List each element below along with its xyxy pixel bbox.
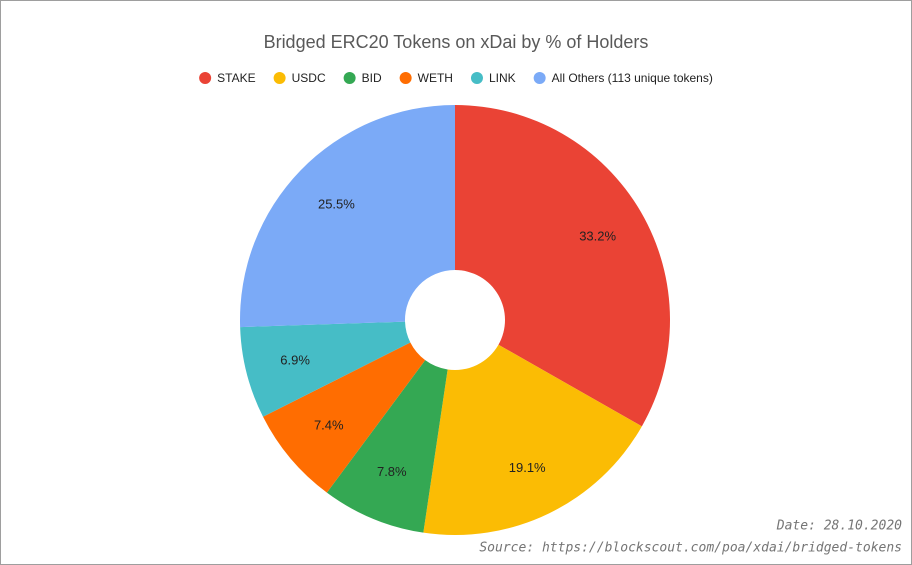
legend-label: LINK	[489, 71, 516, 85]
legend-label: USDC	[292, 71, 326, 85]
slice	[263, 342, 426, 493]
legend-marker	[399, 72, 412, 84]
legend-label: WETH	[418, 71, 453, 85]
slice	[326, 360, 448, 533]
slice	[423, 344, 642, 536]
legend-marker	[533, 72, 546, 84]
legend-marker	[343, 72, 356, 84]
legend-marker	[273, 72, 286, 84]
legend-label: STAKE	[217, 71, 255, 85]
value-label: 7.8%	[377, 464, 407, 479]
chart-title: Bridged ERC20 Tokens on xDai by % of Hol…	[264, 32, 649, 52]
legend-label: BID	[362, 71, 382, 85]
value-label: 33.2%	[579, 228, 616, 243]
legend-label: All Others (113 unique tokens)	[552, 71, 713, 85]
slice	[240, 321, 411, 417]
legend-marker	[199, 72, 212, 84]
legend-marker	[470, 72, 483, 84]
date-note: Date: 28.10.2020	[776, 519, 902, 534]
source-note: Source: https://blockscout.com/poa/xdai/…	[479, 541, 902, 556]
value-label: 19.1%	[509, 460, 546, 475]
value-label: 6.9%	[280, 352, 310, 367]
slice	[240, 105, 455, 328]
legend: STAKE USDC BID WETH LINK All Others (113 uniq…	[199, 71, 713, 85]
value-label: 25.5%	[318, 197, 355, 212]
slice	[455, 105, 670, 427]
value-label: 7.4%	[314, 418, 344, 433]
